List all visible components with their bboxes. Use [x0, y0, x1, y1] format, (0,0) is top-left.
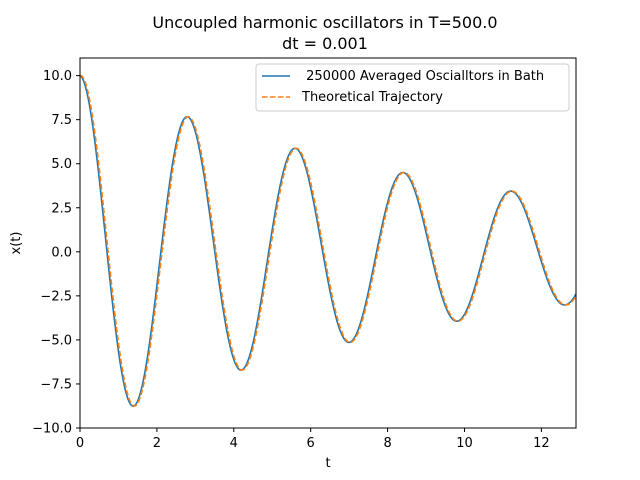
legend-label-averaged: 250000 Averaged Oscialltors in Bath [302, 69, 544, 84]
x-tick-label: 2 [153, 436, 161, 451]
x-axis-label: t [325, 456, 330, 471]
x-tick-label: 0 [76, 436, 84, 451]
y-tick-label: 2.5 [51, 201, 72, 216]
y-tick-label: 10.0 [43, 69, 72, 84]
plot-lines [79, 74, 577, 407]
y-tick-label: −5.0 [40, 333, 72, 348]
x-tick-label: 6 [307, 436, 315, 451]
x-tick-label: 10 [456, 436, 473, 451]
y-axis: −10.0 −7.5 −5.0 −2.5 0.0 2.5 5.0 7.5 10.0 [32, 69, 80, 437]
x-tick-label: 4 [230, 436, 238, 451]
legend-box [255, 63, 570, 112]
y-tick-label: 0.0 [51, 245, 72, 260]
x-axis: 0 2 4 6 8 10 12 [76, 428, 550, 451]
y-tick-label: 7.5 [51, 113, 72, 128]
y-tick-label: 5.0 [51, 157, 72, 172]
y-axis-label: x(t) [9, 232, 24, 255]
chart-title: Uncoupled harmonic oscillators in T=500.… [152, 13, 497, 32]
y-tick-label: −7.5 [40, 377, 72, 392]
plot-frame [79, 57, 577, 429]
x-tick-label: 8 [383, 436, 391, 451]
x-tick-label: 12 [533, 436, 550, 451]
series-line-theoretical [80, 74, 577, 407]
series-line-averaged [79, 74, 577, 407]
y-tick-label: −10.0 [32, 422, 72, 437]
chart-subtitle: dt = 0.001 [282, 34, 368, 53]
legend-label-theoretical: Theoretical Trajectory [301, 90, 443, 105]
legend: 250000 Averaged Oscialltors in Bath Theo… [255, 63, 570, 112]
y-tick-label: −2.5 [40, 289, 72, 304]
